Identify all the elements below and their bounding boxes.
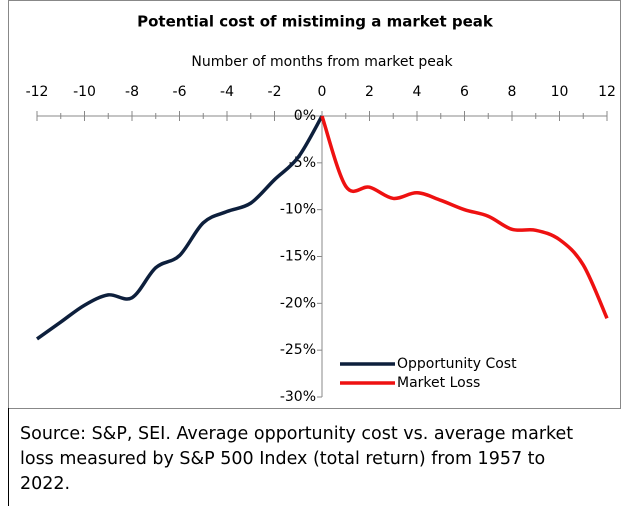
y-tick-label: 0% (294, 108, 316, 124)
source-note: Source: S&P, SEI. Average opportunity co… (20, 424, 574, 494)
x-axis-label: Number of months from market peak (191, 54, 453, 70)
x-tick-label: 0 (318, 84, 327, 100)
legend-label: Market Loss (397, 375, 480, 391)
y-tick-label: -10% (280, 202, 316, 218)
y-tick-label: -20% (280, 295, 316, 311)
x-tick-label: -2 (268, 84, 282, 100)
x-tick-label: -6 (173, 84, 187, 100)
x-tick-label: -12 (26, 84, 49, 100)
chart-frame (8, 0, 621, 409)
x-tick-label: 8 (508, 84, 517, 100)
chart-title: Potential cost of mistiming a market pea… (137, 13, 494, 31)
x-tick-label: 4 (413, 84, 422, 100)
x-tick-label: 2 (365, 84, 374, 100)
legend-label: Opportunity Cost (397, 356, 517, 372)
y-tick-label: -30% (280, 389, 316, 405)
x-tick-label: 6 (460, 84, 469, 100)
x-tick-label: 12 (598, 84, 616, 100)
y-tick-label: -25% (280, 342, 316, 358)
x-tick-label: 10 (551, 84, 569, 100)
x-tick-label: -4 (220, 84, 234, 100)
series-line (320, 115, 609, 320)
series-line (35, 115, 324, 341)
x-tick-label: -8 (125, 84, 139, 100)
y-tick-label: -15% (280, 249, 316, 265)
x-tick-label: -10 (73, 84, 96, 100)
